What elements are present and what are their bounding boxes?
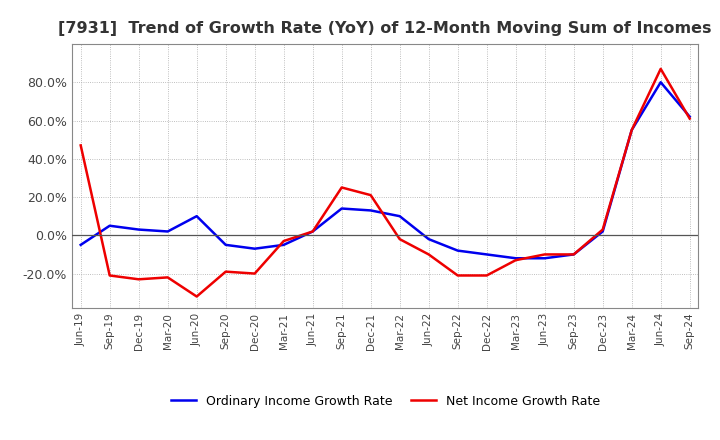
Net Income Growth Rate xyxy=(135,277,143,282)
Line: Net Income Growth Rate: Net Income Growth Rate xyxy=(81,69,690,297)
Net Income Growth Rate xyxy=(424,252,433,257)
Net Income Growth Rate xyxy=(627,128,636,133)
Ordinary Income Growth Rate xyxy=(279,242,288,248)
Ordinary Income Growth Rate xyxy=(395,213,404,219)
Net Income Growth Rate xyxy=(570,252,578,257)
Net Income Growth Rate xyxy=(482,273,491,278)
Net Income Growth Rate xyxy=(657,66,665,72)
Ordinary Income Growth Rate xyxy=(251,246,259,251)
Net Income Growth Rate xyxy=(338,185,346,190)
Ordinary Income Growth Rate xyxy=(685,114,694,119)
Line: Ordinary Income Growth Rate: Ordinary Income Growth Rate xyxy=(81,82,690,258)
Net Income Growth Rate xyxy=(395,236,404,242)
Net Income Growth Rate xyxy=(454,273,462,278)
Net Income Growth Rate xyxy=(279,238,288,244)
Ordinary Income Growth Rate xyxy=(338,206,346,211)
Ordinary Income Growth Rate xyxy=(598,229,607,234)
Ordinary Income Growth Rate xyxy=(657,80,665,85)
Ordinary Income Growth Rate xyxy=(308,229,317,234)
Net Income Growth Rate xyxy=(541,252,549,257)
Ordinary Income Growth Rate xyxy=(76,242,85,248)
Net Income Growth Rate xyxy=(251,271,259,276)
Net Income Growth Rate xyxy=(511,257,520,263)
Legend: Ordinary Income Growth Rate, Net Income Growth Rate: Ordinary Income Growth Rate, Net Income … xyxy=(166,390,605,413)
Ordinary Income Growth Rate xyxy=(454,248,462,253)
Ordinary Income Growth Rate xyxy=(627,128,636,133)
Net Income Growth Rate xyxy=(598,227,607,232)
Ordinary Income Growth Rate xyxy=(424,236,433,242)
Ordinary Income Growth Rate xyxy=(366,208,375,213)
Title: [7931]  Trend of Growth Rate (YoY) of 12-Month Moving Sum of Incomes: [7931] Trend of Growth Rate (YoY) of 12-… xyxy=(58,21,712,36)
Net Income Growth Rate xyxy=(163,275,172,280)
Ordinary Income Growth Rate xyxy=(163,229,172,234)
Net Income Growth Rate xyxy=(685,116,694,121)
Ordinary Income Growth Rate xyxy=(511,256,520,261)
Ordinary Income Growth Rate xyxy=(192,213,201,219)
Ordinary Income Growth Rate xyxy=(135,227,143,232)
Net Income Growth Rate xyxy=(221,269,230,274)
Net Income Growth Rate xyxy=(308,229,317,234)
Net Income Growth Rate xyxy=(192,294,201,299)
Net Income Growth Rate xyxy=(105,273,114,278)
Net Income Growth Rate xyxy=(366,192,375,198)
Ordinary Income Growth Rate xyxy=(541,256,549,261)
Net Income Growth Rate xyxy=(76,143,85,148)
Ordinary Income Growth Rate xyxy=(482,252,491,257)
Ordinary Income Growth Rate xyxy=(105,223,114,228)
Ordinary Income Growth Rate xyxy=(221,242,230,248)
Ordinary Income Growth Rate xyxy=(570,252,578,257)
